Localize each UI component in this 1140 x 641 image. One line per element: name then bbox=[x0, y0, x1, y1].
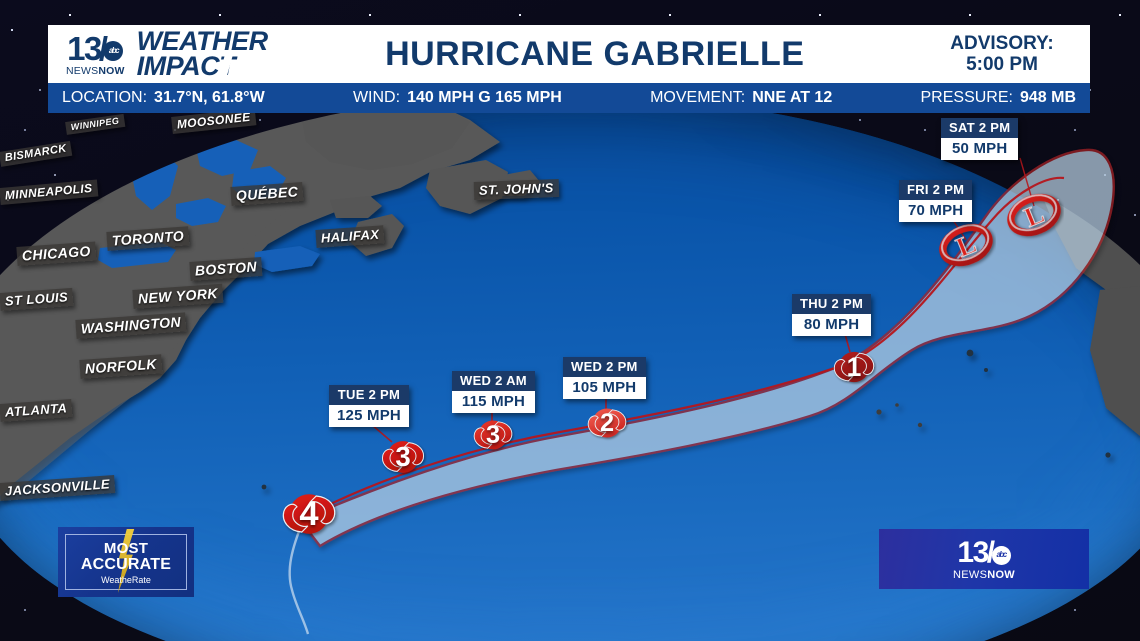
forecast-time: FRI 2 PM bbox=[899, 180, 973, 200]
badge-line1: MOST bbox=[103, 539, 149, 557]
forecast-label-pt-sat: SAT 2 PM 50 MPH bbox=[941, 118, 1019, 160]
badge-line2: ACCURATE bbox=[80, 555, 172, 573]
header-title-bar: 13 / abc NEWSNOW WEATHER IMPACT HURRICAN… bbox=[48, 25, 1090, 107]
forecast-time: WED 2 AM bbox=[452, 371, 535, 391]
forecast-label-pt-wed-pm: WED 2 PM 105 MPH bbox=[563, 357, 646, 399]
storm-marker-pt-wed-pm: 2 bbox=[585, 401, 629, 445]
advisory-time: 5:00 PM bbox=[966, 54, 1038, 75]
storm-marker-pt-fri: L bbox=[936, 215, 996, 275]
station-watermark-logo: 13 / abc NEWSNOW bbox=[879, 529, 1089, 589]
info-label: LOCATION: bbox=[62, 89, 148, 106]
info-label: MOVEMENT: bbox=[650, 89, 746, 106]
forecast-label-pt-fri: FRI 2 PM 70 MPH bbox=[899, 180, 973, 222]
weather-impact-logo: WEATHER IMPACT bbox=[136, 26, 269, 81]
weather-impact-line2: IMPACT bbox=[136, 51, 236, 81]
header-info-bar: LOCATION: 31.7°N, 61.8°W WIND: 140 MPH G 16… bbox=[48, 83, 1090, 113]
info-cell-movement: MOVEMENT: NNE AT 12 bbox=[650, 89, 832, 107]
forecast-wind: 115 MPH bbox=[452, 391, 535, 413]
info-value: NNE AT 12 bbox=[752, 89, 833, 106]
info-value: 140 MPH G 165 MPH bbox=[407, 89, 562, 106]
info-cell-location: LOCATION: 31.7°N, 61.8°W bbox=[62, 89, 265, 107]
info-value: 31.7°N, 61.8°W bbox=[154, 89, 265, 106]
info-cell-pressure: PRESSURE: 948 MB bbox=[921, 89, 1077, 107]
abc-circle-icon: abc bbox=[103, 40, 124, 61]
forecast-label-pt-wed-am: WED 2 AM 115 MPH bbox=[452, 371, 535, 413]
forecast-wind: 50 MPH bbox=[941, 138, 1019, 160]
forecast-label-pt-tue: TUE 2 PM 125 MPH bbox=[329, 385, 409, 427]
forecast-wind: 70 MPH bbox=[899, 200, 973, 222]
advisory-block: ADVISORY: 5:00 PM bbox=[922, 33, 1090, 75]
info-value: 948 MB bbox=[1019, 89, 1076, 106]
storm-marker-pt-thu: 1 bbox=[831, 344, 877, 390]
weather-impact-line1: WEATHER bbox=[136, 26, 269, 57]
watermark-slash-icon: / bbox=[986, 535, 995, 569]
info-label: WIND: bbox=[352, 89, 401, 106]
info-cell-wind: WIND: 140 MPH G 165 MPH bbox=[353, 89, 562, 107]
watermark-abc-icon: abc bbox=[991, 545, 1011, 565]
forecast-wind: 125 MPH bbox=[329, 405, 409, 427]
watermark-newsnow: NEWSNOW bbox=[953, 568, 1015, 581]
watermark-number: 13 bbox=[957, 535, 989, 569]
forecast-label-pt-thu: THU 2 PM 80 MPH bbox=[792, 294, 872, 336]
forecast-time: THU 2 PM bbox=[792, 294, 872, 314]
storm-marker-pt-tue: 3 bbox=[379, 433, 427, 481]
storm-marker-pt-4: 4 bbox=[279, 484, 339, 544]
forecast-wind: 80 MPH bbox=[792, 314, 872, 336]
city-label: ST. JOHN'S bbox=[473, 179, 560, 200]
logo-newsnow: NEWSNOW bbox=[66, 64, 125, 77]
forecast-wind: 105 MPH bbox=[563, 377, 646, 399]
storm-marker-pt-wed-am: 3 bbox=[471, 413, 515, 457]
station-brand: 13 / abc NEWSNOW WEATHER IMPACT bbox=[48, 26, 269, 107]
storm-marker-pt-sat: L bbox=[1004, 185, 1064, 245]
page-title: HURRICANE GABRIELLE bbox=[385, 34, 805, 73]
advisory-label: ADVISORY: bbox=[950, 33, 1054, 54]
logo-number: 13 bbox=[67, 29, 102, 67]
forecast-time: WED 2 PM bbox=[563, 357, 646, 377]
forecast-time: TUE 2 PM bbox=[329, 385, 409, 405]
info-label: PRESSURE: bbox=[920, 89, 1013, 106]
badge-line3: WeatheRate bbox=[101, 574, 151, 585]
logo-slash-icon: / bbox=[99, 32, 108, 65]
forecast-time: SAT 2 PM bbox=[941, 118, 1019, 138]
info-cells: LOCATION: 31.7°N, 61.8°W WIND: 140 MPH G 16… bbox=[48, 89, 1090, 107]
svg-text:L: L bbox=[1020, 197, 1049, 233]
station-logo-13: 13 / abc NEWSNOW bbox=[66, 32, 125, 77]
most-accurate-badge: MOST ACCURATE WeatheRate bbox=[58, 527, 194, 597]
svg-text:L: L bbox=[952, 227, 981, 263]
